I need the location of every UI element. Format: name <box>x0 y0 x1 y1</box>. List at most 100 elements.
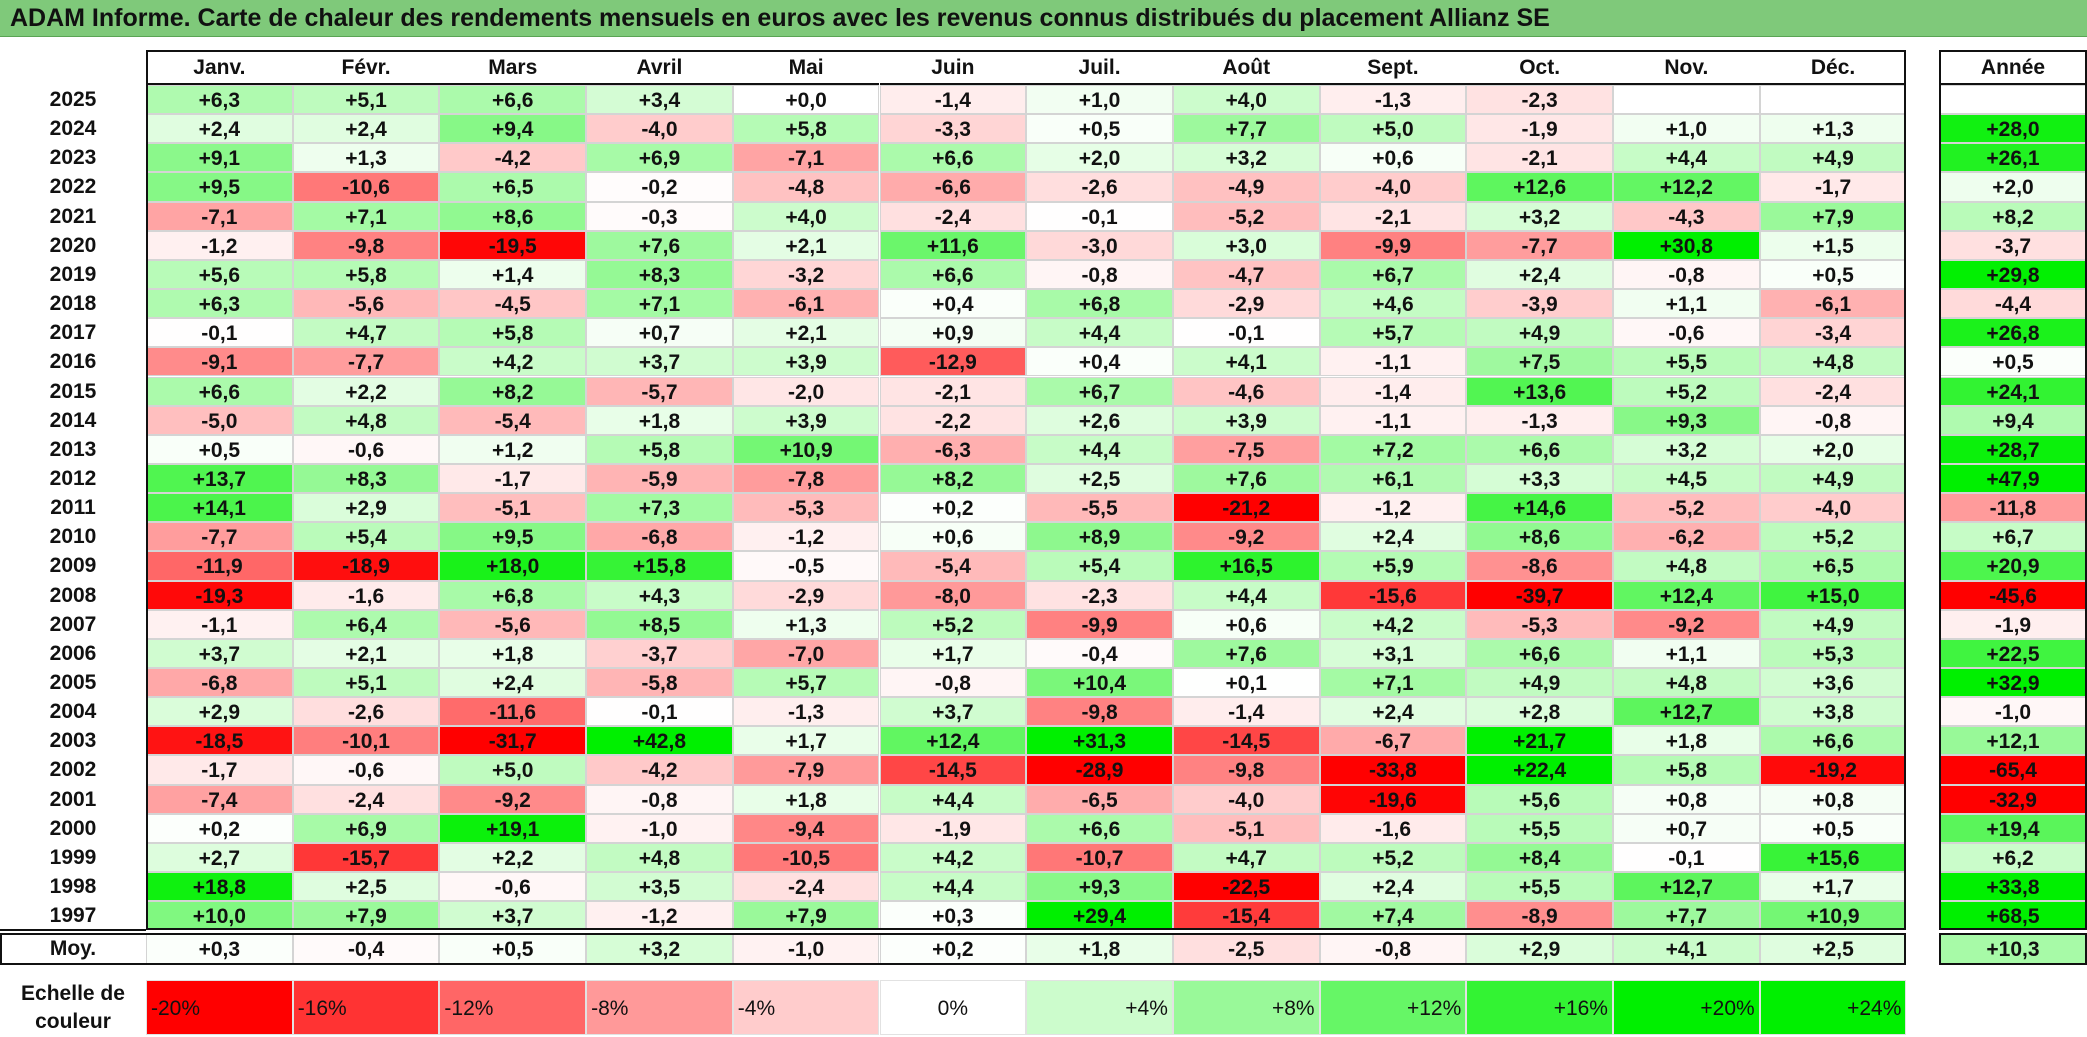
heatmap-cell: +30,8 <box>1613 230 1760 260</box>
annual-cell: +20,9 <box>1939 551 2087 581</box>
heatmap-cell: -0,1 <box>586 697 733 727</box>
scale-swatch: +12% <box>1319 980 1467 1035</box>
heatmap-cell: +2,8 <box>1466 697 1613 727</box>
month-header: Nov. <box>1613 50 1760 85</box>
heatmap-cell: +5,2 <box>1319 842 1467 873</box>
heatmap-cell: +2,5 <box>1026 463 1173 494</box>
heatmap-cell: +10,0 <box>146 901 293 931</box>
heatmap-cell: +4,8 <box>1613 668 1760 698</box>
heatmap-cell: +5,6 <box>1466 784 1613 814</box>
heatmap-cell: +6,9 <box>292 813 440 843</box>
heatmap-cell: +2,5 <box>292 872 440 902</box>
heatmap-cell: +5,9 <box>1319 551 1467 581</box>
heatmap-cell: +4,8 <box>586 842 733 873</box>
heatmap-cell: -2,4 <box>1759 376 1907 406</box>
annual-cell: -3,7 <box>1939 230 2087 260</box>
year-label: 2014 <box>49 408 97 432</box>
heatmap-cell: +42,8 <box>586 726 733 756</box>
heatmap-cell: -10,6 <box>292 172 440 202</box>
heatmap-cell: +5,8 <box>586 434 733 464</box>
heatmap-cell: -1,4 <box>1319 376 1467 406</box>
heatmap-cell: -2,3 <box>1466 85 1613 115</box>
heatmap-cell: -2,9 <box>732 580 880 610</box>
annual-cell: +29,8 <box>1939 259 2087 290</box>
heatmap-cell: -1,1 <box>1319 347 1467 377</box>
heatmap-cell: +2,7 <box>146 842 293 873</box>
heatmap-cell: +0,5 <box>1759 259 1907 290</box>
heatmap-cell: +6,8 <box>439 580 587 610</box>
heatmap-cell: +6,6 <box>1466 638 1613 668</box>
heatmap-cell: +0,8 <box>1613 784 1760 814</box>
heatmap-cell: +8,5 <box>586 609 733 639</box>
heatmap-cell: -2,9 <box>1172 289 1320 319</box>
month-header: Mars <box>439 50 587 85</box>
heatmap-cell: +4,4 <box>1026 318 1173 348</box>
average-cell: -0,4 <box>292 933 440 965</box>
heatmap-cell: +2,4 <box>1319 522 1467 552</box>
heatmap-cell: -7,7 <box>1466 230 1613 260</box>
year-label: 2016 <box>49 350 97 374</box>
average-cell: +0,5 <box>439 933 587 965</box>
annual-cell: +24,1 <box>1939 376 2087 406</box>
heatmap-cell: +6,6 <box>439 85 587 115</box>
year-label: 2022 <box>49 175 97 199</box>
average-cell: +3,2 <box>586 933 733 965</box>
heatmap-cell: +18,8 <box>146 872 293 902</box>
heatmap-cell: +12,7 <box>1613 697 1760 727</box>
heatmap-cell: -9,4 <box>732 813 880 843</box>
heatmap-cell: +8,6 <box>1466 522 1613 552</box>
heatmap-cell: +5,7 <box>1319 318 1467 348</box>
year-label: 2020 <box>49 233 97 257</box>
year-label: 2021 <box>49 204 97 228</box>
heatmap-cell: +1,7 <box>732 726 880 756</box>
page-title: ADAM Informe. Carte de chaleur des rende… <box>0 0 2087 37</box>
heatmap-cell: -11,9 <box>146 551 293 581</box>
year-label: 2019 <box>49 262 97 286</box>
heatmap-cell: +1,3 <box>292 143 440 173</box>
heatmap-cell: +5,1 <box>292 85 440 115</box>
heatmap-cell: -2,1 <box>1466 143 1613 173</box>
year-label: 2007 <box>49 612 97 636</box>
heatmap-cell: +2,2 <box>439 842 587 873</box>
year-label: 2013 <box>49 437 97 461</box>
heatmap-cell: +2,4 <box>1319 872 1467 902</box>
heatmap-cell: -22,5 <box>1172 872 1320 902</box>
annual-cell: +68,5 <box>1939 901 2087 931</box>
heatmap-cell: -7,0 <box>732 638 880 668</box>
heatmap-cell: +11,6 <box>879 230 1027 260</box>
average-cell: +4,1 <box>1613 933 1760 965</box>
heatmap-cell: +5,1 <box>292 668 440 698</box>
heatmap-cell: -1,9 <box>1466 114 1613 144</box>
heatmap-cell: -4,0 <box>1759 493 1907 523</box>
heatmap-cell: -4,2 <box>586 755 733 785</box>
heatmap-cell: -1,7 <box>1759 172 1907 202</box>
heatmap-cell: +4,2 <box>1319 609 1467 639</box>
heatmap-cell: -9,2 <box>1613 609 1760 639</box>
heatmap-cell: -19,5 <box>439 230 587 260</box>
year-label: 2017 <box>49 321 97 345</box>
heatmap-cell: +2,4 <box>439 668 587 698</box>
heatmap-cell: +2,0 <box>1759 434 1907 464</box>
heatmap-cell: +5,2 <box>1613 376 1760 406</box>
heatmap-cell: -2,4 <box>292 784 440 814</box>
heatmap-cell: -0,8 <box>1613 259 1760 290</box>
heatmap-cell: +7,7 <box>1172 114 1320 144</box>
annual-cell: -65,4 <box>1939 755 2087 785</box>
heatmap-cell: +4,8 <box>292 405 440 435</box>
month-header: Sept. <box>1319 50 1467 85</box>
heatmap-cell: +5,2 <box>1759 522 1907 552</box>
heatmap-cell: -0,8 <box>1759 405 1907 435</box>
heatmap-cell: -33,8 <box>1319 755 1467 785</box>
heatmap-cell: +4,8 <box>1759 347 1907 377</box>
year-column-bottom-rule <box>0 929 146 932</box>
heatmap-cell: +6,6 <box>1026 813 1173 843</box>
average-cell: -1,0 <box>732 933 880 965</box>
annual-cell: -11,8 <box>1939 493 2087 523</box>
heatmap-cell: -0,6 <box>292 434 440 464</box>
heatmap-cell: -18,9 <box>292 551 440 581</box>
heatmap-cell: +5,4 <box>1026 551 1173 581</box>
heatmap-cell: -5,9 <box>586 463 733 494</box>
heatmap-cell: -0,8 <box>1026 259 1173 290</box>
heatmap-cell: +7,6 <box>1172 638 1320 668</box>
heatmap-cell: +3,8 <box>1759 697 1907 727</box>
